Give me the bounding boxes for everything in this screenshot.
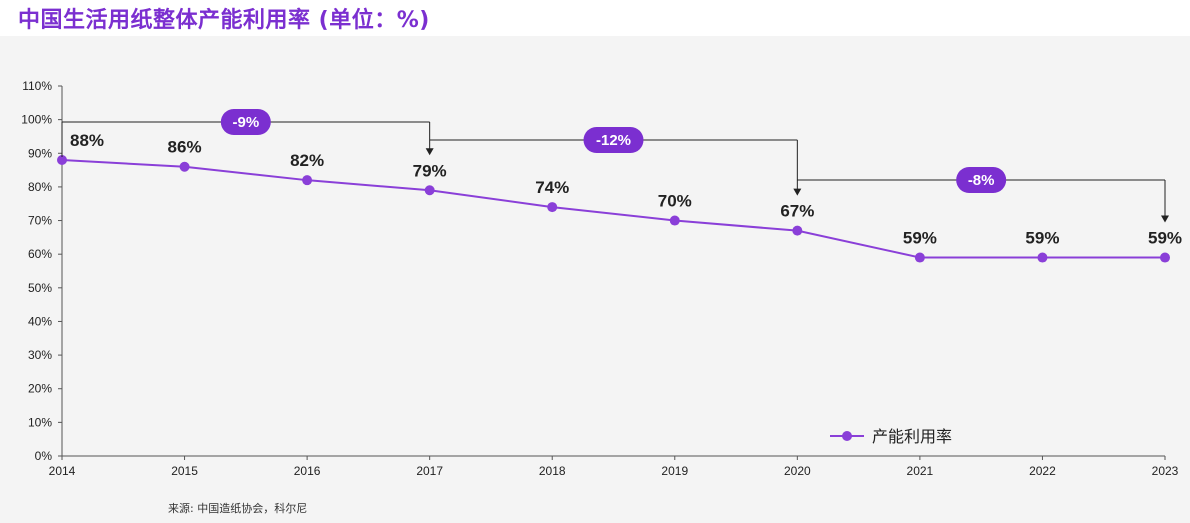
bracket-arrow-icon (425, 148, 434, 156)
bracket-arrow-icon (1161, 215, 1169, 223)
x-tick-label: 2021 (907, 464, 934, 478)
chart-title: 中国生活用纸整体产能利用率 (单位：%) (18, 8, 430, 33)
data-label: 70% (658, 192, 692, 211)
x-tick-label: 2017 (416, 464, 443, 478)
data-point (179, 161, 190, 172)
data-label: 59% (1025, 229, 1059, 248)
x-tick-label: 2015 (171, 464, 198, 478)
y-tick-label: 30% (28, 348, 52, 362)
legend-label: 产能利用率 (872, 427, 952, 446)
y-tick-label: 0% (35, 449, 53, 463)
y-tick-label: 20% (28, 382, 52, 396)
data-label: 74% (535, 178, 569, 197)
y-tick-label: 10% (28, 415, 52, 429)
change-badge-label: -8% (968, 172, 995, 189)
x-tick-label: 2023 (1152, 464, 1179, 478)
data-label: 59% (903, 229, 937, 248)
data-point (1160, 252, 1170, 263)
x-tick-label: 2016 (294, 464, 321, 478)
change-badge-label: -9% (232, 114, 259, 131)
y-tick-label: 100% (21, 113, 52, 127)
data-label: 59% (1148, 229, 1182, 248)
x-tick-label: 2014 (49, 464, 76, 478)
data-point (1037, 252, 1048, 263)
y-tick-label: 80% (28, 180, 52, 194)
change-badge (583, 127, 644, 153)
chart-panel (0, 36, 1190, 523)
legend-marker (842, 431, 852, 441)
data-label: 82% (290, 151, 324, 170)
change-badge (220, 109, 271, 135)
data-point (424, 185, 435, 196)
data-label: 79% (413, 161, 447, 180)
data-point (547, 202, 558, 213)
data-point (792, 225, 803, 236)
source-note: 来源: 中国造纸协会，科尔尼 (168, 502, 308, 515)
data-label: 86% (168, 138, 202, 157)
data-point (302, 175, 313, 186)
change-badge-label: -12% (596, 132, 631, 149)
x-tick-label: 2020 (784, 464, 811, 478)
y-tick-label: 70% (28, 214, 52, 228)
y-tick-label: 50% (28, 281, 52, 295)
bracket-arrow-icon (793, 188, 802, 196)
y-tick-label: 40% (28, 314, 52, 328)
x-tick-label: 2019 (661, 464, 688, 478)
x-tick-label: 2018 (539, 464, 566, 478)
y-tick-label: 90% (28, 146, 52, 160)
data-point (669, 215, 680, 226)
data-point (914, 252, 925, 263)
data-point (57, 155, 67, 165)
x-tick-label: 2022 (1029, 464, 1056, 478)
data-label: 67% (780, 202, 814, 221)
series-line-产能利用率 (61, 159, 1165, 259)
y-tick-label: 60% (28, 247, 52, 261)
change-badge (956, 167, 1007, 193)
data-label: 88% (70, 131, 104, 150)
y-tick-label: 110% (22, 79, 52, 93)
